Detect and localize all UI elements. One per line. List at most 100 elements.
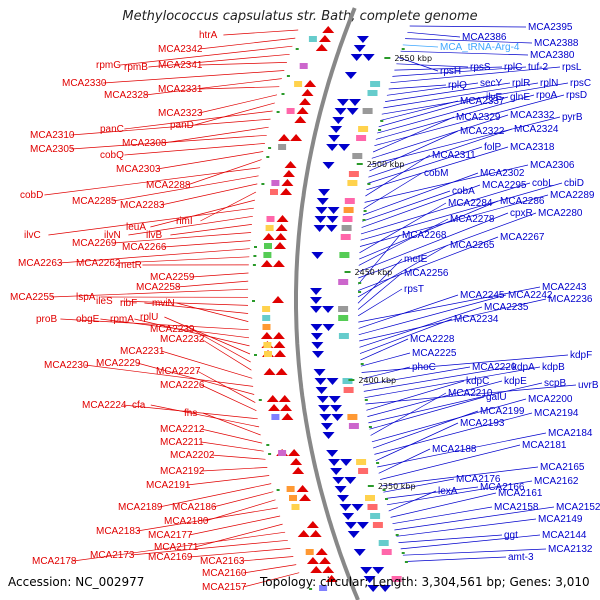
green-tick-left bbox=[268, 147, 272, 149]
leader-line-right bbox=[361, 184, 481, 228]
gene-label-left: MCA2331 bbox=[158, 84, 203, 95]
leader-line-right bbox=[386, 480, 533, 506]
feature-block-right bbox=[370, 513, 381, 519]
gene-label-right: rpsC bbox=[570, 78, 591, 89]
green-tick-right bbox=[385, 498, 388, 500]
leader-line-right bbox=[367, 380, 503, 417]
backbone-arc bbox=[294, 7, 360, 600]
gene-label-right: MCA2220 bbox=[472, 362, 517, 373]
leader-line-left bbox=[137, 362, 255, 395]
reverse-gene-arrow bbox=[353, 549, 366, 556]
leader-line-left bbox=[71, 134, 267, 150]
leader-line-right bbox=[396, 63, 469, 68]
gene-label-right: MCA2165 bbox=[540, 462, 585, 473]
leader-line-left bbox=[159, 483, 272, 508]
forward-gene-arrow bbox=[274, 350, 287, 357]
reverse-gene-arrow bbox=[313, 369, 326, 376]
gene-label-left: MCA2186 bbox=[172, 502, 217, 513]
leader-line-left bbox=[157, 151, 264, 170]
gene-label-right: MCA2149 bbox=[538, 514, 583, 525]
gene-label-left: ilvN bbox=[104, 230, 121, 241]
leader-line-left bbox=[163, 240, 251, 248]
feature-block-right bbox=[356, 459, 367, 465]
leader-line-right bbox=[365, 154, 431, 197]
gene-label-right: MCA2228 bbox=[410, 334, 455, 345]
leader-line-left bbox=[145, 78, 282, 96]
leader-line-left bbox=[51, 288, 249, 298]
feature-block-right bbox=[347, 180, 358, 186]
reverse-gene-arrow bbox=[314, 378, 327, 385]
gene-label-right: kdpC bbox=[466, 376, 489, 387]
leader-line-left bbox=[117, 256, 250, 264]
gene-label-left: rplU bbox=[140, 312, 158, 323]
reverse-gene-arrow bbox=[337, 495, 350, 502]
forward-gene-arrow bbox=[262, 233, 275, 240]
reverse-gene-arrow bbox=[334, 486, 347, 493]
leader-line-left bbox=[205, 499, 276, 522]
leader-line-right bbox=[358, 288, 403, 317]
reverse-gene-arrow bbox=[310, 324, 323, 331]
gene-label-left: rpmB bbox=[124, 62, 148, 73]
gene-label-right: ggt bbox=[504, 530, 518, 541]
feature-block-right bbox=[352, 153, 363, 159]
reverse-gene-arrow bbox=[379, 585, 392, 592]
leader-line-right bbox=[378, 448, 431, 474]
leader-line-right bbox=[360, 338, 409, 361]
green-tick-right bbox=[358, 282, 362, 284]
leader-line-right bbox=[358, 294, 507, 336]
gene-label-left: MCA2163 bbox=[200, 556, 245, 567]
leader-line-left bbox=[73, 531, 286, 562]
leader-line-right bbox=[370, 392, 447, 436]
leader-line-right bbox=[362, 172, 479, 216]
leader-line-right bbox=[372, 410, 479, 449]
green-tick-right bbox=[376, 462, 380, 464]
reverse-gene-arrow bbox=[312, 351, 325, 358]
gene-label-left: cobD bbox=[20, 190, 43, 201]
gene-label-left: MCA2224 bbox=[82, 400, 127, 411]
gene-label-right: MCA_tRNA-Arg-4 bbox=[440, 42, 520, 53]
gene-label-left: fhs bbox=[184, 408, 197, 419]
gene-label-right: MCA2194 bbox=[534, 408, 579, 419]
feature-block-left bbox=[270, 189, 278, 195]
leader-line-left bbox=[120, 300, 249, 306]
green-tick-left bbox=[281, 93, 285, 95]
leader-line-left bbox=[59, 248, 250, 264]
gene-label-right: rpsD bbox=[566, 90, 587, 101]
leader-line-right bbox=[359, 306, 483, 348]
leader-line-right bbox=[380, 444, 521, 480]
leader-line-right bbox=[359, 202, 447, 254]
feature-block-right bbox=[343, 387, 354, 393]
leader-line-left bbox=[120, 45, 293, 66]
leader-line-right bbox=[369, 130, 459, 172]
gene-label-left: metR bbox=[118, 260, 142, 271]
reverse-gene-arrow bbox=[330, 468, 343, 475]
gene-label-right: phoC bbox=[412, 362, 436, 373]
forward-gene-arrow bbox=[306, 557, 319, 564]
gene-label-left: ilvB bbox=[146, 230, 162, 241]
leader-line-left bbox=[191, 272, 249, 278]
leader-line-left bbox=[191, 328, 251, 363]
green-tick-right bbox=[378, 129, 382, 131]
green-tick-left bbox=[252, 264, 256, 266]
gene-label-left: panC bbox=[100, 124, 124, 135]
feature-block-right bbox=[348, 423, 359, 429]
gene-label-right: MCA2302 bbox=[480, 168, 525, 179]
feature-block-right bbox=[340, 234, 351, 240]
leader-line-right bbox=[371, 398, 527, 443]
green-tick-right bbox=[358, 291, 362, 293]
reverse-gene-arrow bbox=[346, 108, 359, 115]
forward-gene-arrow bbox=[292, 467, 305, 474]
feature-block-left bbox=[262, 324, 271, 330]
leader-line-right bbox=[358, 218, 449, 266]
leader-line-right bbox=[361, 354, 569, 373]
leader-line-right bbox=[363, 172, 423, 209]
feature-block-left bbox=[266, 216, 275, 222]
reverse-gene-arrow bbox=[310, 288, 323, 295]
gene-labels: htrA MCA2342 rpmG rpmB MCA2341 MCA2330MCA2328… bbox=[10, 22, 600, 593]
green-tick-left bbox=[254, 246, 257, 248]
gene-label-left: rpmG bbox=[96, 60, 121, 71]
forward-gene-arrow bbox=[273, 341, 286, 348]
leader-line-left bbox=[199, 37, 296, 50]
reverse-gene-arrow bbox=[326, 450, 339, 457]
